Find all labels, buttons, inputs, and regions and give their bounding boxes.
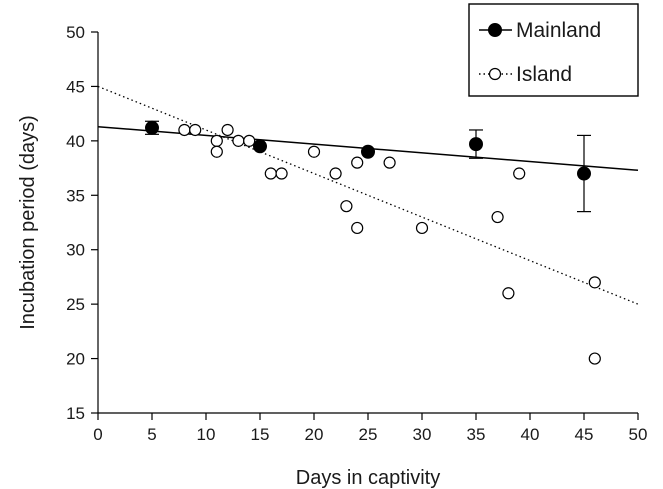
- x-tick-label: 25: [359, 425, 378, 444]
- x-tick-label: 35: [467, 425, 486, 444]
- point-island: [502, 287, 515, 300]
- x-tick-label: 45: [575, 425, 594, 444]
- point-island: [351, 156, 364, 169]
- x-axis-title: Days in captivity: [296, 467, 441, 489]
- y-tick-label: 50: [66, 23, 85, 42]
- point-mainland: [469, 137, 483, 152]
- point-island: [189, 123, 202, 137]
- point-island: [221, 123, 234, 137]
- y-tick-label: 40: [66, 132, 85, 151]
- point-island: [210, 145, 223, 158]
- x-tick-label: 5: [147, 425, 156, 444]
- x-tick-label: 50: [629, 425, 648, 444]
- y-tick-label: 25: [66, 295, 85, 314]
- fit-line-island: [97, 85, 639, 305]
- y-tick-label: 35: [66, 186, 85, 205]
- point-island: [588, 276, 601, 289]
- point-island: [178, 123, 191, 137]
- y-axis-title: Incubation period (days): [17, 115, 39, 330]
- point-island: [513, 167, 526, 180]
- legend-label-mainland: Mainland: [516, 19, 601, 42]
- x-tick-label: 0: [93, 425, 102, 444]
- point-island: [275, 167, 288, 180]
- point-island: [243, 134, 256, 147]
- legend-label-island: Island: [516, 63, 572, 86]
- point-island: [307, 145, 321, 158]
- y-tick-label: 20: [66, 350, 85, 369]
- point-mainland: [361, 144, 375, 159]
- point-island: [210, 134, 223, 147]
- point-island: [264, 167, 277, 180]
- point-island: [232, 134, 245, 147]
- legend-box: [468, 3, 639, 97]
- point-island: [415, 221, 429, 235]
- point-mainland: [577, 166, 591, 181]
- point-island: [340, 200, 353, 213]
- fit-lines: [97, 85, 639, 305]
- data-points: [145, 120, 601, 365]
- axes: 0 5 10 15 20 25 30 35 40 45 50 15 20 25 30 35 40 45 50: [66, 23, 647, 444]
- y-tick-label: 30: [66, 241, 85, 260]
- point-mainland: [145, 120, 159, 135]
- point-island: [491, 210, 504, 224]
- x-tick-label: 40: [521, 425, 540, 444]
- point-island: [383, 156, 396, 169]
- x-tick-label: 10: [197, 425, 216, 444]
- x-tick-label: 15: [251, 425, 270, 444]
- point-island: [588, 352, 601, 365]
- x-tick-label: 20: [305, 425, 324, 444]
- y-tick-label: 15: [66, 404, 85, 423]
- point-mainland: [253, 139, 267, 154]
- legend: Mainland Island: [468, 3, 639, 97]
- x-tick-label: 30: [413, 425, 432, 444]
- y-tick-label: 45: [66, 77, 85, 96]
- legend-marker-mainland: [488, 23, 502, 37]
- point-island: [329, 167, 342, 180]
- legend-marker-island: [488, 67, 502, 81]
- point-island: [351, 221, 364, 235]
